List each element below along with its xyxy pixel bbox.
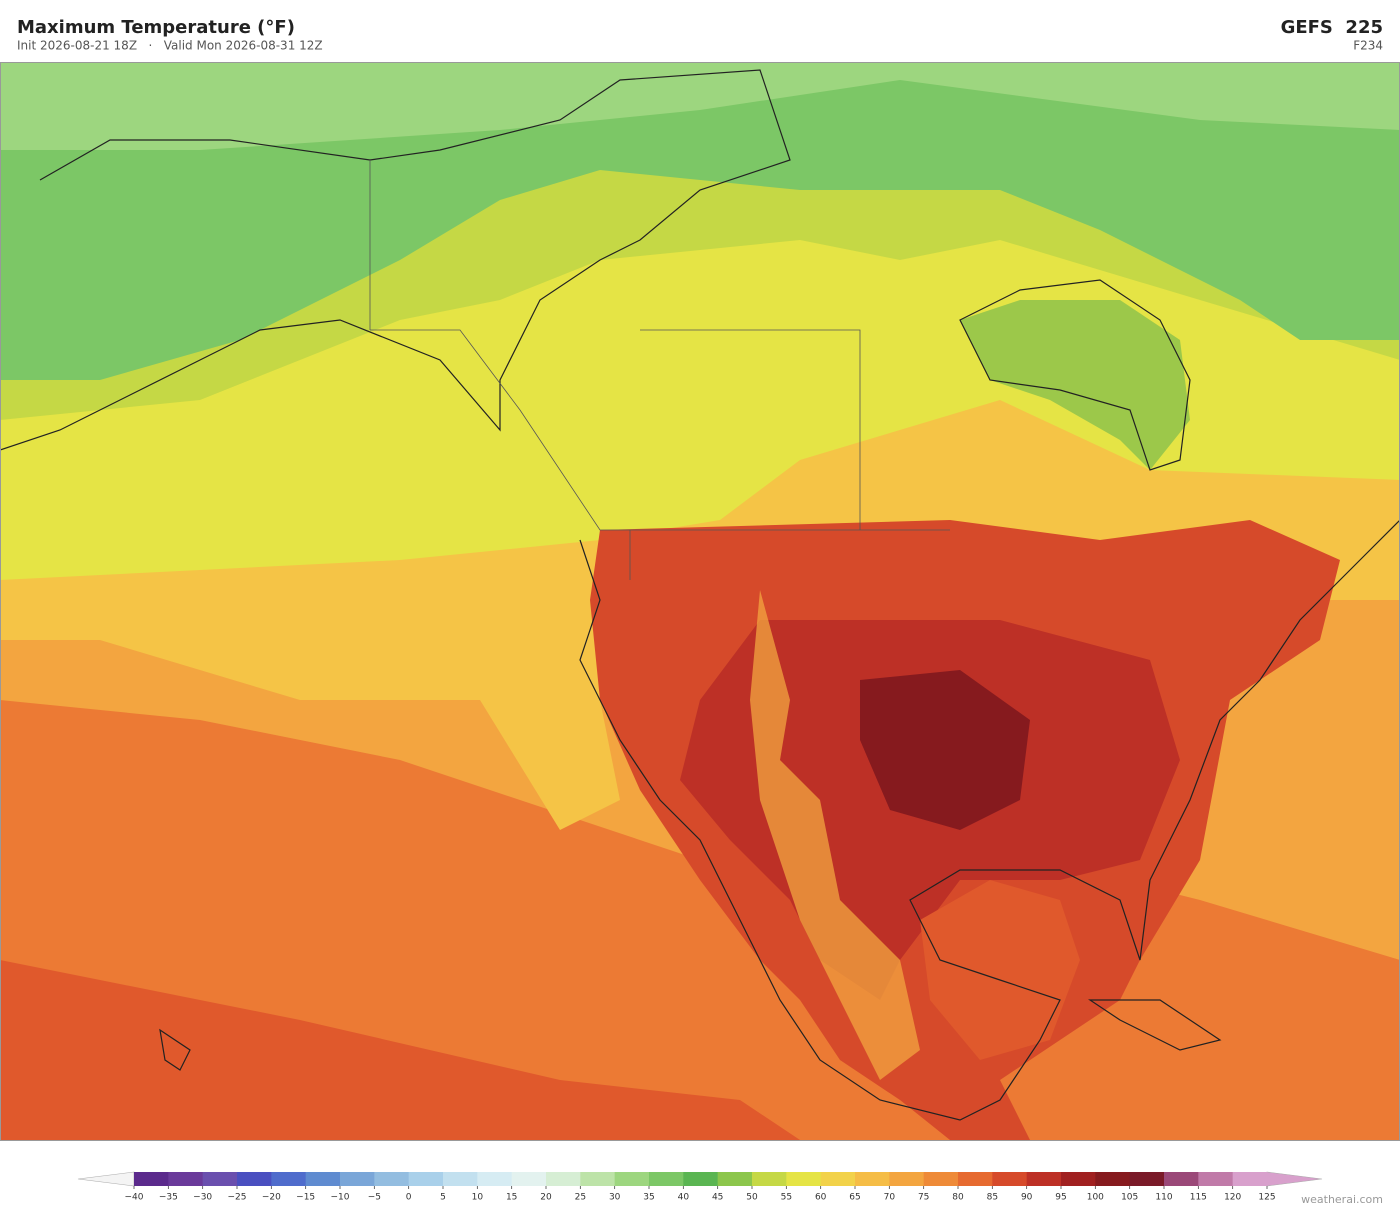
colorbar: −40 −35 −30 −25 −20 −15 −10 −5 0 5 10 15 20 25 30 35 40 4… xyxy=(77,1171,1323,1203)
colorbar-bin xyxy=(237,1172,272,1186)
colorbar-tick-label: 45 xyxy=(712,1193,723,1203)
border xyxy=(369,160,950,580)
colorbar-tick-label: −5 xyxy=(368,1193,381,1203)
map-zone xyxy=(0,62,1400,380)
subtitle: Init 2026-08-21 18Z · Valid Mon 2026-08-… xyxy=(17,39,323,53)
colorbar-bin xyxy=(1164,1172,1199,1186)
colorbar-bin xyxy=(202,1172,238,1186)
colorbar-tick-label: 95 xyxy=(1055,1193,1066,1203)
colorbar-tick-label: 115 xyxy=(1190,1193,1207,1203)
colorbar-bin xyxy=(683,1172,719,1186)
colorbar-tick-label: 20 xyxy=(540,1193,552,1203)
colorbar-bin xyxy=(1026,1172,1062,1186)
colorbar-tick-label: −10 xyxy=(331,1193,350,1203)
colorbar-tick-label: 35 xyxy=(643,1193,654,1203)
coastline xyxy=(579,519,1400,1121)
colorbar-bin xyxy=(958,1172,993,1186)
colorbar-tick-label: 55 xyxy=(781,1193,792,1203)
colorbar-tick-label: 60 xyxy=(815,1193,827,1203)
colorbar-bin xyxy=(786,1172,822,1186)
colorbar-tick-label: 110 xyxy=(1155,1193,1172,1203)
colorbar-tick-label: 105 xyxy=(1121,1193,1138,1203)
colorbar-tick-label: 120 xyxy=(1224,1193,1241,1203)
colorbar-bin xyxy=(546,1172,581,1186)
colorbar-tick-label: 100 xyxy=(1087,1193,1104,1203)
colorbar-tick-label: 80 xyxy=(952,1193,964,1203)
colorbar-bin xyxy=(443,1172,478,1186)
colorbar-bin xyxy=(1095,1172,1131,1186)
colorbar-bin xyxy=(168,1172,204,1186)
colorbar-bin xyxy=(134,1172,169,1186)
colorbar-bin xyxy=(408,1172,444,1186)
colorbar-bin xyxy=(889,1172,925,1186)
map-zone xyxy=(750,590,920,1080)
colorbar-tick-label: 65 xyxy=(849,1193,860,1203)
coastline xyxy=(959,279,1191,471)
colorbar-bin xyxy=(820,1172,856,1186)
colorbar-tick-label: 30 xyxy=(609,1193,621,1203)
colorbar-tick-label: 5 xyxy=(440,1193,446,1203)
colorbar-tick-label: −40 xyxy=(125,1193,144,1203)
colorbar-bin xyxy=(511,1172,547,1186)
colorbar-tick-label: 0 xyxy=(406,1193,412,1203)
colorbar-tick-label: 10 xyxy=(472,1193,484,1203)
colorbar-bin xyxy=(992,1172,1028,1186)
coastline xyxy=(159,999,1222,1071)
colorbar-tick-label: −30 xyxy=(193,1193,212,1203)
colorbar-tick-label: 85 xyxy=(987,1193,998,1203)
colorbar-tick-label: −20 xyxy=(262,1193,281,1203)
colorbar-bin xyxy=(374,1172,410,1186)
colorbar-bin xyxy=(271,1172,307,1186)
colorbar-tick-label: 90 xyxy=(1021,1193,1033,1203)
coastline xyxy=(0,69,791,451)
colorbar-bin xyxy=(923,1172,959,1186)
colorbar-bin xyxy=(855,1172,890,1186)
colorbar-bin xyxy=(305,1172,341,1186)
colorbar-tick-label: −15 xyxy=(296,1193,315,1203)
colorbar-bin xyxy=(1198,1172,1234,1186)
map xyxy=(0,62,1400,1141)
colorbar-bin xyxy=(649,1172,684,1186)
colorbar-bin xyxy=(1232,1172,1268,1186)
credit: weatherai.com xyxy=(1301,1193,1383,1206)
colorbar-bin xyxy=(1129,1172,1165,1186)
colorbar-bin xyxy=(752,1172,787,1186)
model: GEFS 225 xyxy=(1281,17,1383,38)
colorbar-tick-label: 15 xyxy=(506,1193,517,1203)
map-zone xyxy=(860,670,1030,830)
colorbar-tick-label: 125 xyxy=(1258,1193,1275,1203)
map-zone xyxy=(960,300,1190,470)
colorbar-bin xyxy=(477,1172,513,1186)
colorbar-bin xyxy=(614,1172,650,1186)
colorbar-over xyxy=(1266,1171,1323,1187)
colorbar-tick-label: −35 xyxy=(159,1193,178,1203)
forecast-hour: F234 xyxy=(1353,39,1383,53)
title: Maximum Temperature (°F) xyxy=(17,17,295,38)
colorbar-tick-label: 50 xyxy=(746,1193,758,1203)
colorbar-tick-label: 40 xyxy=(678,1193,690,1203)
colorbar-tick-label: 70 xyxy=(884,1193,896,1203)
colorbar-bin xyxy=(340,1172,375,1186)
colorbar-tick-label: −25 xyxy=(228,1193,247,1203)
colorbar-bin xyxy=(580,1172,616,1186)
colorbar-tick-label: 75 xyxy=(918,1193,929,1203)
map-zone xyxy=(0,62,1400,150)
colorbar-tick-label: 25 xyxy=(575,1193,586,1203)
map-zone xyxy=(920,880,1080,1060)
colorbar-bin xyxy=(1061,1172,1096,1186)
colorbar-bin xyxy=(717,1172,753,1186)
colorbar-under xyxy=(77,1171,135,1187)
